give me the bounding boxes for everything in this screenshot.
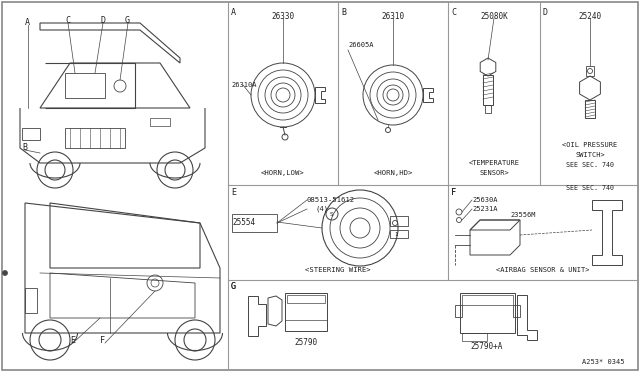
Text: SEE SEC. 740: SEE SEC. 740	[566, 185, 614, 191]
Bar	[460, 293, 515, 333]
Text: A: A	[231, 8, 236, 17]
Text: B: B	[341, 8, 346, 17]
Text: 23556M: 23556M	[510, 212, 536, 218]
Text: 1: 1	[394, 231, 397, 237]
Text: 08513-51612: 08513-51612	[307, 197, 355, 203]
Circle shape	[3, 270, 8, 276]
Text: C: C	[65, 16, 70, 25]
Text: C: C	[451, 8, 456, 17]
Bar	[483, 75, 493, 105]
Bar	[65, 128, 125, 148]
Bar	[150, 118, 170, 126]
Text: S: S	[330, 212, 334, 217]
Text: <OIL PRESSURE: <OIL PRESSURE	[563, 142, 618, 148]
Text: E: E	[231, 188, 236, 197]
Text: F: F	[100, 336, 105, 345]
Text: <HORN,HD>: <HORN,HD>	[373, 170, 413, 176]
Text: SEE SEC. 740: SEE SEC. 740	[566, 162, 614, 168]
Bar	[22, 128, 40, 140]
Text: D: D	[543, 8, 548, 17]
Text: G: G	[231, 282, 236, 291]
Bar	[390, 216, 408, 226]
Text: 25080K: 25080K	[480, 12, 508, 21]
Text: 25240: 25240	[579, 12, 602, 21]
Bar	[485, 105, 491, 113]
Text: 25554: 25554	[232, 218, 255, 227]
Text: E: E	[70, 336, 75, 345]
Text: B: B	[22, 143, 27, 152]
Bar	[455, 305, 462, 317]
Text: 25790+A: 25790+A	[471, 342, 503, 351]
Text: <STEERING WIRE>: <STEERING WIRE>	[305, 267, 371, 273]
Text: G: G	[125, 16, 130, 25]
Bar	[585, 100, 595, 118]
Text: F: F	[451, 188, 456, 197]
Text: D: D	[100, 16, 105, 25]
Bar	[65, 73, 105, 98]
Text: 26330: 26330	[271, 12, 294, 21]
Bar	[390, 230, 408, 238]
Text: <TEMPERATURE: <TEMPERATURE	[468, 160, 520, 166]
Text: SWITCH>: SWITCH>	[575, 152, 605, 158]
Text: A: A	[25, 18, 30, 27]
Text: 25790: 25790	[294, 338, 317, 347]
Text: 26310: 26310	[381, 12, 404, 21]
Bar	[232, 214, 277, 232]
Text: <HORN,LOW>: <HORN,LOW>	[261, 170, 305, 176]
Text: (4): (4)	[316, 206, 329, 212]
Text: A253* 0345: A253* 0345	[582, 359, 625, 365]
Text: <AIRBAG SENSOR & UNIT>: <AIRBAG SENSOR & UNIT>	[496, 267, 589, 273]
Text: SENSOR>: SENSOR>	[479, 170, 509, 176]
Text: 26605A: 26605A	[348, 42, 374, 48]
Text: 25231A: 25231A	[472, 206, 497, 212]
Bar	[462, 333, 487, 341]
Text: G: G	[231, 282, 236, 291]
Text: 25630A: 25630A	[472, 197, 497, 203]
Bar	[285, 293, 327, 331]
Bar	[513, 305, 520, 317]
Text: F: F	[451, 188, 456, 197]
Bar	[462, 295, 513, 305]
Bar	[586, 66, 594, 76]
Text: 26310A: 26310A	[231, 82, 257, 88]
Bar	[25, 288, 37, 313]
Bar	[287, 295, 325, 303]
